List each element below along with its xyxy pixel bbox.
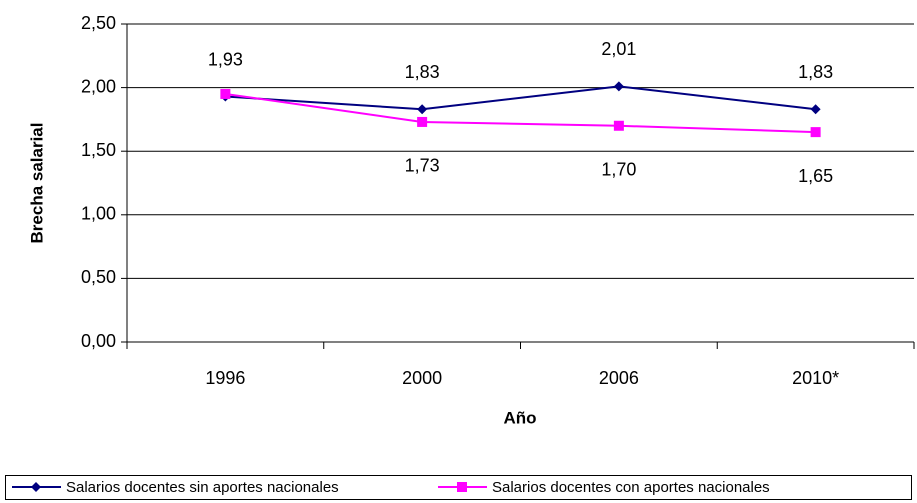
- data-label: 1,70: [601, 160, 636, 180]
- x-tick-label: 2000: [402, 368, 442, 388]
- data-point: [417, 104, 428, 115]
- y-tick-label: 0,00: [81, 331, 116, 351]
- data-point: [220, 88, 231, 99]
- data-label: 2,01: [601, 39, 636, 59]
- data-label: 1,65: [798, 166, 833, 186]
- data-label: 1,83: [798, 62, 833, 82]
- x-tick-label: 2006: [599, 368, 639, 388]
- x-tick-label: 2010*: [792, 368, 839, 388]
- y-tick-label: 0,50: [81, 267, 116, 287]
- legend-marker: [31, 482, 41, 492]
- series-line: [225, 92, 816, 134]
- legend-marker: [457, 482, 467, 492]
- y-tick-label: 1,50: [81, 140, 116, 160]
- x-axis-label: Año: [503, 408, 536, 427]
- data-point: [417, 116, 428, 127]
- data-point: [810, 127, 821, 138]
- y-tick-label: 1,00: [81, 204, 116, 224]
- y-tick-label: 2,50: [81, 13, 116, 33]
- data-point: [613, 120, 624, 131]
- legend-label: Salarios docentes con aportes nacionales: [492, 479, 770, 496]
- x-tick-label: 1996: [205, 368, 245, 388]
- y-tick-label: 2,00: [81, 76, 116, 96]
- legend-label: Salarios docentes sin aportes nacionales: [66, 479, 339, 496]
- data-label: 1,73: [405, 156, 440, 176]
- data-point: [613, 81, 624, 92]
- data-point: [810, 104, 821, 115]
- data-label: 1,93: [208, 49, 243, 69]
- data-label: 1,83: [405, 62, 440, 82]
- y-axis-label: Brecha salarial: [27, 123, 46, 244]
- legend: [5, 475, 912, 500]
- series-line: [225, 85, 816, 111]
